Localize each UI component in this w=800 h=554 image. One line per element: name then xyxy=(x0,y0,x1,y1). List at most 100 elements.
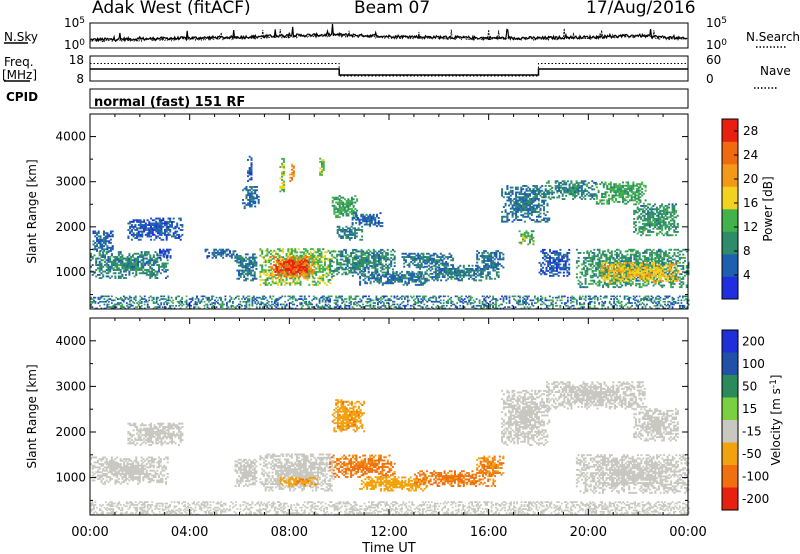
power-cell xyxy=(344,266,347,269)
power-cell xyxy=(264,259,267,262)
power-cell xyxy=(551,186,554,189)
power-cell xyxy=(139,219,142,222)
power-cell xyxy=(167,227,170,230)
power-cell xyxy=(668,256,671,259)
power-cell xyxy=(392,270,395,273)
power-cell xyxy=(602,271,604,274)
power-cell xyxy=(223,251,226,254)
power-cell xyxy=(290,274,293,277)
power-cell xyxy=(374,218,377,221)
power-cell xyxy=(165,264,167,266)
power-cell xyxy=(97,240,100,243)
power-cell xyxy=(330,275,333,278)
power-cell xyxy=(360,250,363,253)
power-cell xyxy=(378,277,381,280)
power-cell xyxy=(354,232,357,235)
power-cell xyxy=(669,213,672,215)
power-cell xyxy=(166,256,168,259)
power-cell xyxy=(107,251,110,253)
power-cell xyxy=(577,185,580,187)
power-cell xyxy=(174,225,177,228)
power-cell xyxy=(119,251,122,253)
nsky-label: N.Sky xyxy=(4,30,39,44)
power-cell xyxy=(381,271,384,274)
power-cell xyxy=(350,252,353,254)
power-cell xyxy=(645,274,648,277)
station-title: Adak West (fitACF) xyxy=(92,0,251,18)
power-cell xyxy=(639,189,642,192)
power-cell xyxy=(600,256,603,259)
power-cell xyxy=(417,257,420,260)
power-cell xyxy=(633,203,636,206)
power-cell xyxy=(648,208,651,211)
power-cell xyxy=(486,268,489,270)
power-cell xyxy=(179,229,182,231)
power-cell xyxy=(570,180,573,183)
power-cell xyxy=(336,209,339,212)
power-cell xyxy=(615,184,617,187)
power-cell xyxy=(335,216,338,219)
power-cell xyxy=(522,235,525,238)
power-cell xyxy=(424,271,427,274)
power-cell xyxy=(591,185,594,187)
power-cell xyxy=(342,204,345,207)
power-cell xyxy=(628,279,631,282)
power-cell xyxy=(577,282,580,285)
power-cell xyxy=(413,261,416,263)
power-cell xyxy=(536,194,538,197)
power-cell xyxy=(114,275,117,278)
power-cell xyxy=(466,271,469,274)
power-cell xyxy=(537,202,540,205)
power-cell xyxy=(634,196,637,199)
power-cell xyxy=(617,258,620,261)
power-cell xyxy=(167,225,170,228)
power-cell xyxy=(387,272,389,275)
power-cell xyxy=(606,184,609,187)
power-cell xyxy=(520,211,523,213)
power-cell xyxy=(261,253,264,255)
power-cell xyxy=(303,274,305,277)
power-cell xyxy=(275,282,278,285)
power-cell xyxy=(302,256,305,258)
power-cell xyxy=(657,255,660,258)
power-cell xyxy=(407,277,410,280)
power-cell xyxy=(638,208,641,211)
power-cell xyxy=(133,257,136,260)
power-cell xyxy=(523,196,526,199)
power-cell xyxy=(648,213,651,215)
power-cell xyxy=(259,254,262,257)
power-cell xyxy=(107,267,110,270)
power-cell xyxy=(661,203,664,206)
power-cell xyxy=(134,237,137,239)
power-cell xyxy=(142,260,145,263)
power-cell xyxy=(365,257,368,259)
power-cell xyxy=(353,255,356,258)
power-cell xyxy=(390,280,393,283)
power-cell xyxy=(471,264,474,267)
power-cell xyxy=(621,260,624,263)
power-cell xyxy=(330,273,333,276)
power-cell xyxy=(149,267,152,270)
power-cell xyxy=(97,246,100,249)
power-cell xyxy=(137,265,140,268)
power-cell xyxy=(468,274,470,277)
power-cell xyxy=(617,248,620,251)
power-cell xyxy=(364,260,367,263)
power-cell xyxy=(164,250,167,253)
power-cell xyxy=(628,189,631,192)
power-cell xyxy=(616,274,618,277)
power-cell xyxy=(160,238,163,241)
power-cell xyxy=(476,261,479,264)
power-cell xyxy=(616,188,619,190)
power-cell xyxy=(336,203,339,206)
power-cell xyxy=(356,209,359,212)
power-cell xyxy=(394,279,396,281)
power-cell xyxy=(563,186,566,189)
power-cell xyxy=(536,206,538,208)
power-cell xyxy=(249,202,251,205)
power-cell xyxy=(582,274,585,277)
power-cell xyxy=(293,267,296,270)
power-cell xyxy=(418,283,421,286)
power-cell xyxy=(383,275,386,278)
power-cell xyxy=(357,260,360,263)
